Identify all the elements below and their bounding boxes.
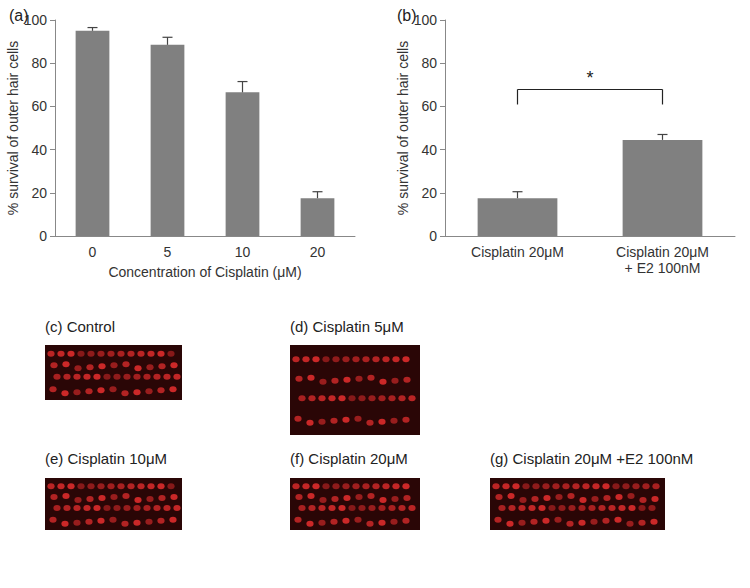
svg-text:(a): (a) xyxy=(9,7,29,24)
svg-text:40: 40 xyxy=(421,142,437,158)
html-text:(e) Cisplatin 10μM: (e) Cisplatin 10μM xyxy=(45,450,167,467)
svg-text:% survival of outer hair cells: % survival of outer hair cells xyxy=(5,41,21,215)
svg-text:0: 0 xyxy=(39,228,47,244)
svg-text:(b): (b) xyxy=(397,7,417,24)
svg-text:60: 60 xyxy=(31,98,47,114)
svg-text:80: 80 xyxy=(421,55,437,71)
svg-text:100: 100 xyxy=(414,12,438,28)
html-text:(d) Cisplatin 5μM: (d) Cisplatin 5μM xyxy=(290,318,404,335)
svg-text:*: * xyxy=(586,68,593,88)
svg-text:100: 100 xyxy=(23,12,47,28)
html-text:(f) Cisplatin 20μM: (f) Cisplatin 20μM xyxy=(290,450,408,467)
svg-text:Cisplatin 20μM: Cisplatin 20μM xyxy=(616,244,709,260)
svg-text:10: 10 xyxy=(235,244,251,260)
svg-text:Cisplatin 20μM: Cisplatin 20μM xyxy=(471,244,564,260)
html-text:(c) Control: (c) Control xyxy=(45,318,115,335)
svg-text:+ E2 100nM: + E2 100nM xyxy=(625,260,701,276)
svg-text:80: 80 xyxy=(31,55,47,71)
svg-text:5: 5 xyxy=(164,244,172,260)
svg-text:Concentration of Cisplatin (μM: Concentration of Cisplatin (μM) xyxy=(108,264,301,280)
svg-text:0: 0 xyxy=(89,244,97,260)
svg-text:40: 40 xyxy=(31,142,47,158)
svg-text:60: 60 xyxy=(421,98,437,114)
svg-text:20: 20 xyxy=(310,244,326,260)
svg-text:20: 20 xyxy=(421,185,437,201)
svg-text:20: 20 xyxy=(31,185,47,201)
svg-text:0: 0 xyxy=(429,228,437,244)
html-text:(g) Cisplatin 20μM +E2 100nM: (g) Cisplatin 20μM +E2 100nM xyxy=(490,450,694,467)
svg-text:% survival of outer hair cells: % survival of outer hair cells xyxy=(395,41,411,215)
